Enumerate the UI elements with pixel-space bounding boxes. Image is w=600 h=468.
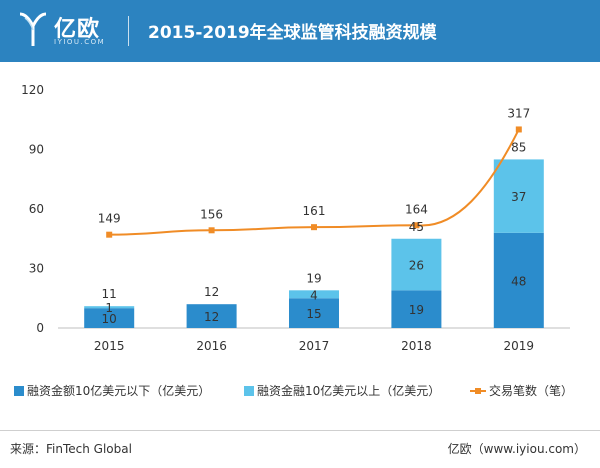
bar-upper [493,159,544,233]
line-data-label: 317 [507,106,530,120]
line-point [106,231,113,238]
x-tick-label: 2018 [401,339,432,353]
legend-swatch-upper [244,386,254,396]
legend: 融资金额10亿美元以下（亿美元） 融资金融10亿美元以上（亿美元） 交易笔数（笔… [0,378,600,402]
series-line [109,129,520,236]
line-point [311,224,317,231]
bar-upper [289,290,339,299]
bar-total-label: 11 [102,287,117,301]
legend-label-upper: 融资金融10亿美元以上（亿美元） [257,384,441,398]
footer-divider [0,430,600,431]
header: 亿欧 IYIOU.COM 2015-2019年全球监管科技融资规模 [0,0,600,62]
x-tick-label: 2017 [299,339,330,353]
x-tick-label: 2019 [504,339,535,353]
bar-upper-label: 26 [409,259,424,273]
bar-lower-label: 10 [102,312,117,326]
y-tick-label: 60 [29,202,44,216]
bar-total-label: 19 [306,271,321,285]
legend-label-lower: 融资金额10亿美元以下（亿美元） [27,384,211,398]
x-tick-label: 2015 [94,339,125,353]
line-point [515,126,522,133]
bar-lower [493,232,544,328]
legend-item-lower[interactable]: 融资金额10亿美元以下（亿美元） [14,382,210,399]
brand-text[interactable]: 亿欧（www.iyiou.com） [447,442,586,456]
x-tick-label: 2016 [196,339,227,353]
line-point [413,222,420,229]
bar-lower-label: 48 [511,274,526,288]
legend-swatch-lower [14,386,24,396]
legend-item-upper[interactable]: 融资金融10亿美元以上（亿美元） [244,382,440,399]
y-tick-label: 120 [21,83,44,97]
bar-upper [391,238,442,291]
bar-lower-label: 12 [204,310,219,324]
line-data-label: 156 [200,207,223,221]
line-data-label: 149 [98,212,121,226]
legend-line-marker [470,388,486,394]
logo-text: 亿欧 [54,17,101,42]
bar-lower [289,298,339,328]
y-tick-label: 0 [36,321,44,335]
bar-upper-label: 4 [310,288,318,302]
line-data-label: 164 [405,202,428,216]
header-divider [128,16,129,46]
line-data-label: 161 [303,204,326,218]
bar-lower [391,290,442,328]
logo[interactable]: 亿欧 IYIOU.COM [18,8,128,54]
bar-lower-label: 19 [409,303,424,317]
bar-lower [186,304,237,328]
bar-upper-label: 1 [105,301,113,315]
iyiou-logo-icon [19,12,47,46]
legend-item-line[interactable]: 交易笔数（笔） [470,382,573,399]
bar-upper-label: 37 [511,190,526,204]
y-tick-label: 90 [29,143,44,157]
logo-subtext: IYIOU.COM [54,38,106,46]
bar-total-label: 12 [204,285,219,299]
source-text: 来源：FinTech Global [10,442,132,456]
bar-total-label: 85 [511,140,526,154]
bar-total-label: 45 [409,220,424,234]
bar-lower [84,308,135,328]
legend-label-line: 交易笔数（笔） [489,384,574,398]
bar-lower-label: 15 [306,307,321,321]
chart: 0 30 60 90 120 2015 2016 2017 2018 2019 149 156 161 1… [21,83,570,353]
y-tick-label: 30 [29,262,44,276]
bar-upper [84,306,135,309]
line-point [208,227,215,234]
chart-title: 2015-2019年全球监管科技融资规模 [148,23,437,43]
